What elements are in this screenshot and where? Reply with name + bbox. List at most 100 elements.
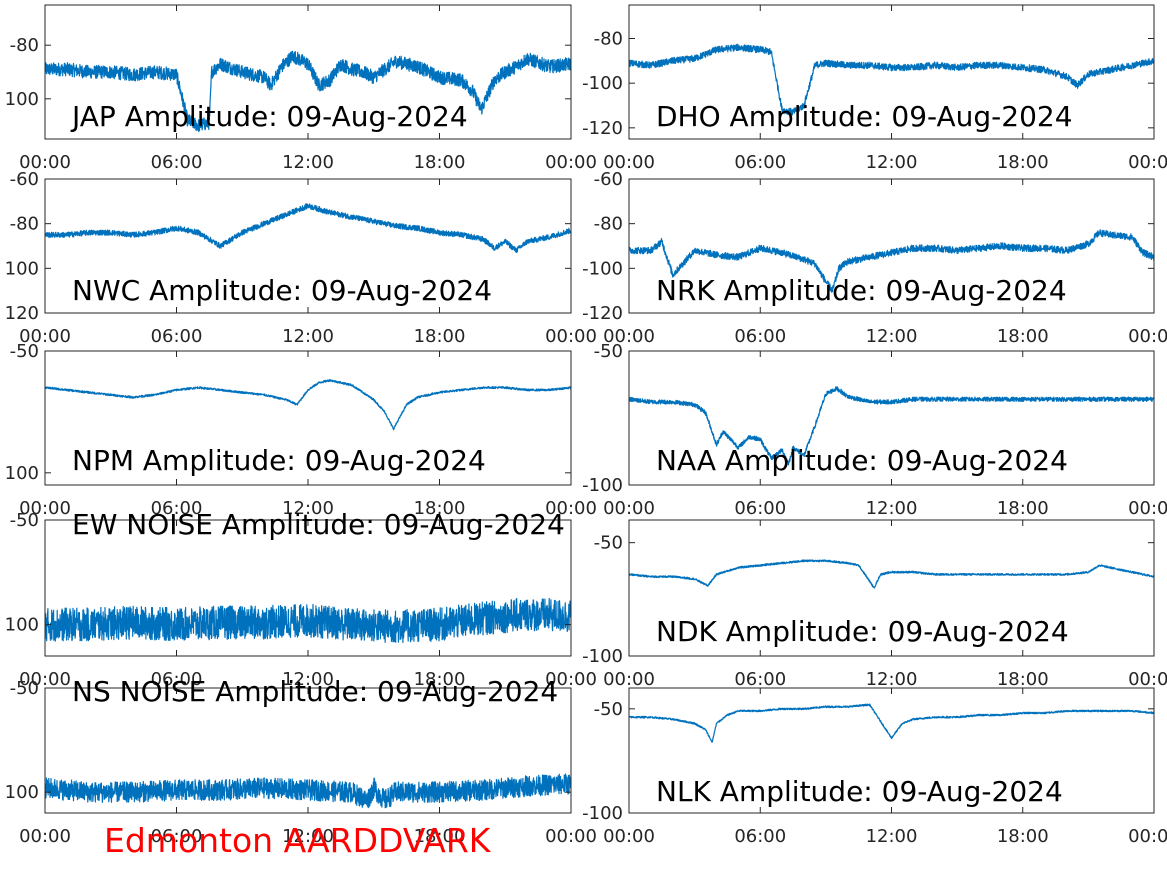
x-tick-label: 18:00 [414, 326, 466, 347]
y-tick-label: 100 [5, 258, 39, 279]
x-tick-label: 06:00 [151, 152, 203, 173]
x-tick-label: 18:00 [414, 498, 466, 519]
x-tick-label: 00:00 [545, 498, 597, 519]
x-tick-label: 12:00 [866, 326, 918, 347]
amplitude-trace [629, 386, 1154, 466]
y-tick-label: -100 [582, 475, 623, 496]
y-tick-label: -60 [10, 169, 39, 190]
x-tick-label: 00:00 [19, 326, 71, 347]
y-tick-label: -50 [594, 341, 623, 362]
x-tick-label: 00:00 [545, 326, 597, 347]
x-tick-label: 00:00 [19, 669, 71, 690]
y-tick-label: -100 [582, 803, 623, 824]
y-tick-label: -100 [582, 73, 623, 94]
x-tick-label: 06:00 [151, 669, 203, 690]
panel-2: -80-100-12000:0006:0012:0018:0000:00DHO … [582, 4, 1167, 173]
y-tick-label: -50 [10, 341, 39, 362]
y-tick-label: -100 [582, 258, 623, 279]
y-tick-label: -80 [10, 35, 39, 56]
x-tick-label: 12:00 [282, 326, 334, 347]
panel-9: -50 100 00:00 06:00 12:00 18:00 00:00 NS NOISE … [5, 675, 597, 847]
x-tick-label: 06:00 [734, 826, 786, 847]
amplitude-trace [45, 773, 571, 809]
y-tick-label: 120 [5, 303, 39, 324]
x-tick-label: 00:00 [1128, 498, 1167, 519]
x-tick-label: 00:00 [1128, 669, 1167, 690]
x-tick-label: 12:00 [282, 826, 334, 847]
panel-4: -60-80-100-12000:0006:0012:0018:0000:00N… [582, 169, 1167, 347]
panel-title: NRK Amplitude: 09-Aug-2024 [656, 274, 1067, 307]
y-tick-label: 100 [5, 463, 39, 484]
x-tick-label: 12:00 [866, 498, 918, 519]
x-tick-label: 18:00 [997, 826, 1049, 847]
y-tick-label: -50 [10, 678, 39, 699]
x-tick-label: 18:00 [414, 669, 466, 690]
x-tick-label: 06:00 [151, 326, 203, 347]
x-tick-label: 00:00 [603, 669, 655, 690]
y-tick-label: -60 [594, 169, 623, 190]
x-tick-label: 00:00 [603, 498, 655, 519]
x-tick-label: 18:00 [997, 498, 1049, 519]
x-tick-label: 12:00 [282, 669, 334, 690]
amplitude-trace [45, 378, 571, 431]
panel-title: DHO Amplitude: 09-Aug-2024 [656, 100, 1073, 133]
y-tick-label: -50 [10, 510, 39, 531]
x-tick-label: 12:00 [866, 669, 918, 690]
x-tick-label: 18:00 [997, 152, 1049, 173]
panel-title: NLK Amplitude: 09-Aug-2024 [656, 775, 1063, 808]
y-tick-label: -80 [594, 214, 623, 235]
amplitude-trace [629, 559, 1154, 589]
panel-title: NDK Amplitude: 09-Aug-2024 [656, 615, 1069, 648]
x-tick-label: 18:00 [997, 669, 1049, 690]
amplitude-trace [45, 597, 571, 644]
amplitude-trace [629, 229, 1154, 293]
x-tick-label: 12:00 [866, 826, 918, 847]
x-tick-label: 00:00 [545, 669, 597, 690]
x-tick-label: 18:00 [997, 326, 1049, 347]
panel-1: -80 100 00:00 06:00 12:00 18:00 00:00 JAP Ampli… [5, 4, 597, 173]
amplitude-trace [45, 203, 571, 253]
panel-title: NS NOISE Amplitude: 09-Aug-2024 [72, 675, 558, 708]
x-tick-label: 00:00 [1128, 152, 1167, 173]
x-tick-label: 00:00 [1128, 326, 1167, 347]
amplitude-trace [629, 703, 1154, 743]
x-tick-label: 00:00 [19, 826, 71, 847]
station-label: Edmonton AARDDVARK [104, 821, 491, 860]
y-tick-label: 100 [5, 89, 39, 110]
y-tick-label: -120 [582, 118, 623, 139]
panel-title: EW NOISE Amplitude: 09-Aug-2024 [72, 508, 565, 541]
x-tick-label: 00:00 [545, 826, 597, 847]
y-tick-label: -100 [582, 646, 623, 667]
y-tick-label: -50 [594, 533, 623, 554]
x-tick-label: 00:00 [19, 498, 71, 519]
panel-title: NPM Amplitude: 09-Aug-2024 [72, 444, 486, 477]
panel-7: -50 100 00:00 06:00 12:00 18:00 00:00 EW NOISE … [5, 508, 597, 690]
amplitude-trace [45, 50, 571, 133]
x-tick-label: 06:00 [734, 669, 786, 690]
x-tick-label: 00:00 [19, 152, 71, 173]
x-tick-label: 06:00 [734, 326, 786, 347]
amplitude-trace [629, 43, 1154, 116]
x-tick-label: 06:00 [734, 152, 786, 173]
y-tick-label: -120 [582, 303, 623, 324]
x-tick-label: 06:00 [151, 498, 203, 519]
panel-title: JAP Amplitude: 09-Aug-2024 [70, 100, 468, 133]
x-tick-label: 06:00 [734, 498, 786, 519]
x-tick-label: 00:00 [603, 826, 655, 847]
x-tick-label: 18:00 [414, 152, 466, 173]
panel-title: NWC Amplitude: 09-Aug-2024 [72, 274, 492, 307]
x-tick-label: 00:00 [603, 152, 655, 173]
x-tick-label: 00:00 [603, 326, 655, 347]
panel-title: NAA Amplitude: 09-Aug-2024 [656, 444, 1068, 477]
y-tick-label: -50 [594, 699, 623, 720]
x-tick-label: 00:00 [1128, 826, 1167, 847]
x-tick-label: 12:00 [282, 152, 334, 173]
y-tick-label: 100 [5, 782, 39, 803]
x-tick-label: 00:00 [545, 152, 597, 173]
x-tick-label: 18:00 [414, 826, 466, 847]
